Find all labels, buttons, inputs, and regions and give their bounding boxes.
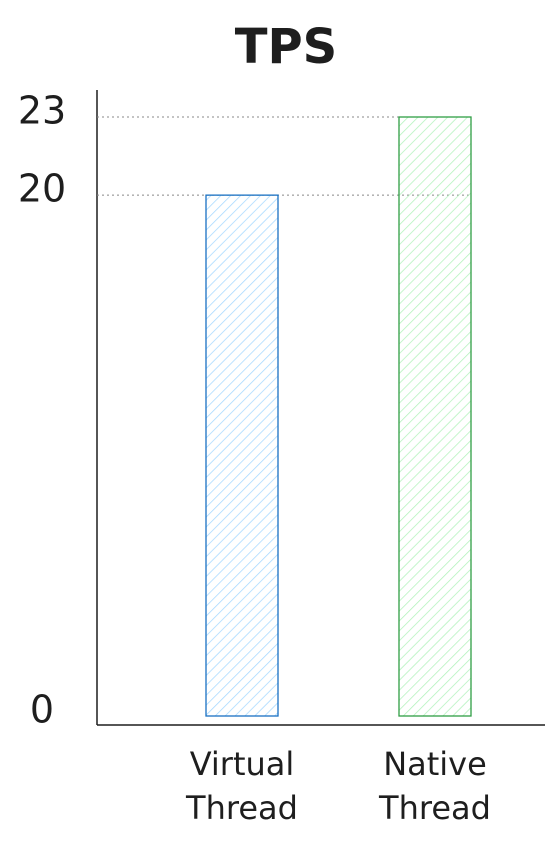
bar [398, 116, 472, 717]
x-tick-label: Virtual Thread [186, 745, 298, 827]
bar [205, 194, 279, 717]
x-tick-label: Native Thread [379, 745, 491, 827]
chart-title: TPS [235, 19, 338, 75]
y-tick-label: 20 [18, 167, 66, 211]
y-tick-label: 0 [30, 688, 54, 732]
y-tick-label: 23 [18, 89, 66, 133]
